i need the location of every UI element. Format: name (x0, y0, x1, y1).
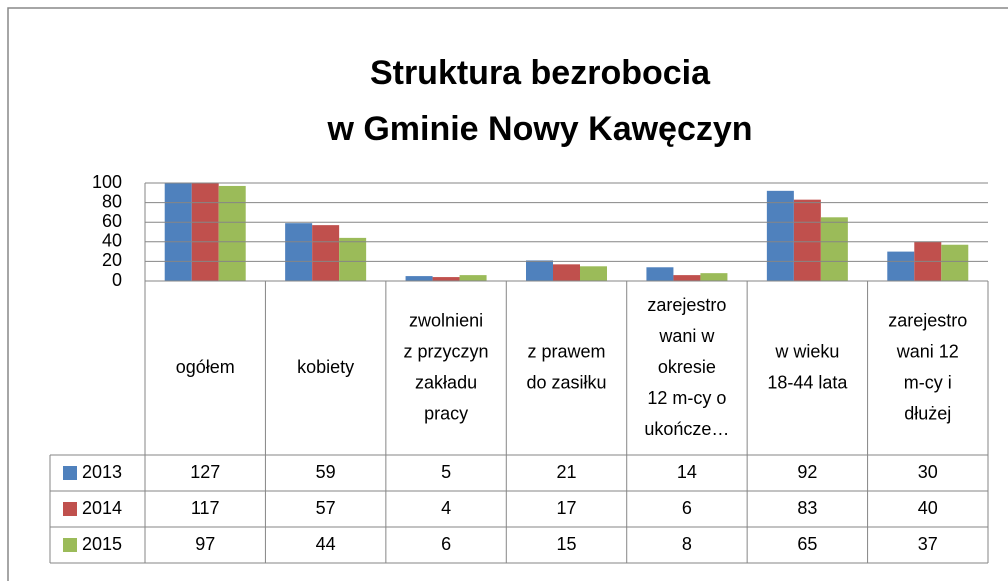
chart-border (7, 7, 1008, 581)
table-value: 5 (441, 462, 451, 482)
table-value: 40 (918, 498, 938, 518)
legend-swatch (63, 502, 77, 516)
table-value: 37 (918, 534, 938, 554)
table-value: 6 (441, 534, 451, 554)
table-value: 8 (682, 534, 692, 554)
legend-swatch (63, 466, 77, 480)
table-value: 4 (441, 498, 451, 518)
bar (820, 217, 848, 281)
bar (766, 190, 794, 281)
table-value: 57 (316, 498, 336, 518)
legend-label: 2013 (82, 462, 122, 482)
legend-label: 2014 (82, 498, 122, 518)
table-value: 117 (191, 498, 220, 518)
table-value: 21 (556, 462, 576, 482)
y-tick-label: 0 (112, 270, 122, 290)
bar (646, 267, 674, 281)
table-value: 17 (556, 498, 576, 518)
table-value: 59 (316, 462, 336, 482)
bar (459, 275, 487, 281)
category-label: z prawem do zasiłku (526, 341, 606, 392)
bar (580, 266, 607, 281)
bar (526, 260, 553, 281)
bar (700, 273, 728, 281)
category-label: zarejestro wani w okresie 12 m-cy o ukończe… (644, 295, 729, 439)
bar (941, 244, 969, 281)
legend-label: 2015 (82, 534, 122, 554)
category-label: zarejestro wani 12 m-cy i dłużej (888, 310, 967, 423)
table-value: 65 (797, 534, 817, 554)
y-tick-label: 100 (92, 172, 122, 192)
table-value: 44 (316, 534, 336, 554)
table-value: 14 (677, 462, 697, 482)
bar (164, 183, 192, 281)
bar (191, 183, 219, 281)
table-value: 15 (556, 534, 576, 554)
bar (793, 199, 821, 281)
bar (405, 276, 433, 281)
table-value: 97 (195, 534, 215, 554)
bar (285, 223, 313, 281)
category-label: zwolnieni z przyczyn zakładu pracy (404, 310, 489, 423)
category-label: kobiety (297, 357, 354, 377)
table-value: 6 (682, 498, 692, 518)
legend-swatch (63, 538, 77, 552)
chart-title: Struktura bezrobocia w Gminie Nowy Kawęcz… (326, 54, 752, 148)
bar (553, 264, 580, 281)
category-label: ogółem (176, 357, 235, 377)
y-tick-label: 40 (102, 231, 122, 251)
y-tick-label: 80 (102, 191, 122, 211)
bar (432, 277, 460, 281)
table-value: 83 (797, 498, 817, 518)
bar (312, 225, 340, 281)
y-tick-label: 20 (102, 250, 122, 270)
bar (339, 237, 367, 281)
bar (218, 185, 246, 281)
plot-area (164, 183, 969, 281)
bar (887, 251, 915, 281)
table-value: 30 (918, 462, 938, 482)
y-tick-label: 60 (102, 211, 122, 231)
table-value: 127 (190, 462, 220, 482)
table-value: 92 (797, 462, 817, 482)
bar (673, 275, 701, 281)
category-label: w wieku 18-44 lata (767, 341, 848, 392)
